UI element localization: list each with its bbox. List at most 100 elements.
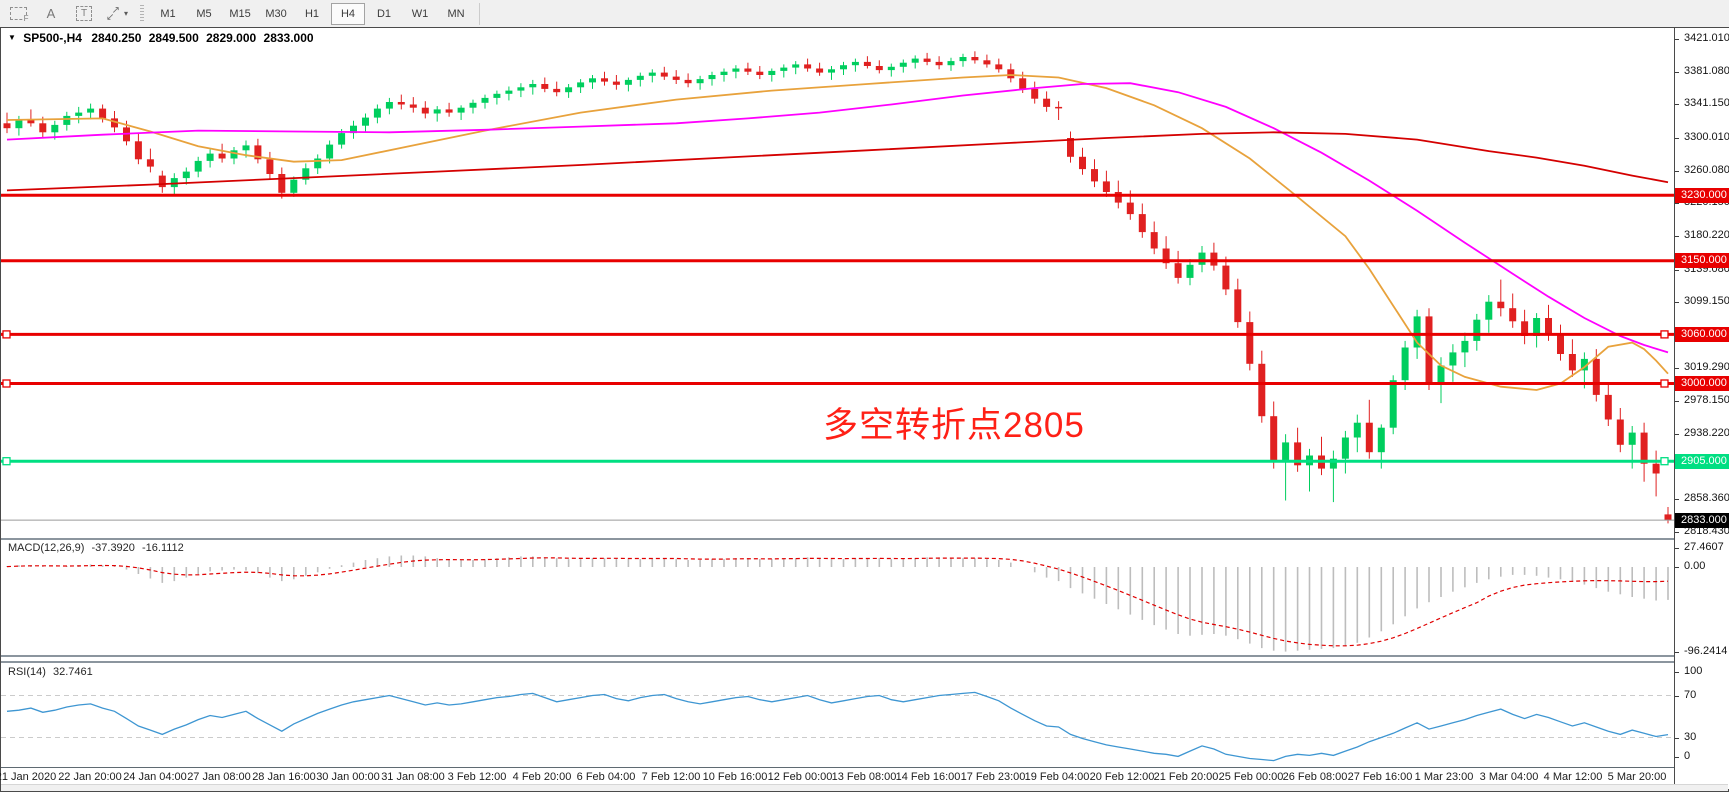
time-axis-label: 19 Feb 04:00 — [1024, 771, 1090, 783]
price-level-label: 3150.000 — [1675, 253, 1729, 269]
window-bottom-strip — [1, 784, 1728, 791]
timeframe-m1-button[interactable]: M1 — [160, 7, 176, 20]
rsi-axis-label: 30 — [1684, 730, 1697, 743]
time-axis-label: 10 Feb 16:00 — [702, 771, 768, 783]
macd-axis-label: 0.00 — [1684, 560, 1706, 572]
time-axis-label: 27 Jan 08:00 — [187, 771, 251, 783]
time-axis-label: 26 Feb 08:00 — [1282, 771, 1348, 783]
price-axis-tickmark — [1675, 302, 1679, 304]
chart-window: ▼ SP500-,H4 2840.250 2849.500 2829.000 2… — [0, 27, 1729, 792]
cursor-tool-button[interactable]: F — [6, 2, 30, 25]
price-axis-tickmark — [1675, 104, 1679, 106]
symbol-name: SP500-,H4 — [23, 31, 82, 45]
time-axis-label: 21 Jan 2020 — [0, 771, 57, 783]
ohlc-close: 2833.000 — [263, 31, 314, 45]
time-axis-label: 5 Mar 20:00 — [1607, 771, 1667, 783]
price-axis-tickmark — [1675, 434, 1679, 435]
time-axis-label: 22 Jan 20:00 — [58, 771, 122, 783]
toolbar-separator — [479, 2, 481, 25]
timeframe-w1-button[interactable]: W1 — [411, 7, 429, 20]
time-axis-label: 13 Feb 08:00 — [831, 771, 897, 783]
ohlc-low: 2829.000 — [206, 31, 257, 45]
macd-axis-tickmark — [1675, 651, 1679, 653]
rsi-axis-tickmark — [1675, 672, 1679, 673]
price-axis-label: 2818.430 — [1684, 525, 1729, 537]
text-box-tool-button[interactable]: T — [72, 2, 96, 25]
macd-axis-tickmark — [1675, 567, 1679, 568]
macd-label: MACD(12,26,9) -37.3920 -16.1112 — [8, 542, 184, 554]
arrow-objects-icon: ↗ ↙ — [106, 4, 120, 23]
pane-separator[interactable] — [1, 661, 1728, 663]
ohlc-open: 2840.250 — [91, 31, 142, 45]
time-axis-label: 27 Feb 16:00 — [1347, 771, 1413, 783]
price-axis-tickmark — [1675, 532, 1679, 533]
pane-separator[interactable] — [1, 538, 1728, 540]
price-axis-tickmark — [1675, 203, 1679, 205]
timeframe-d1-button[interactable]: D1 — [376, 7, 392, 20]
text-label-icon: A — [46, 6, 56, 21]
time-axis-label: 25 Feb 00:00 — [1218, 771, 1284, 783]
cursor-f-icon: F — [9, 7, 29, 23]
price-level-label: 3230.000 — [1675, 187, 1729, 203]
timeframe-m15-button[interactable]: M15 — [229, 7, 251, 20]
price-axis-label: 2978.150 — [1684, 394, 1729, 407]
price-axis-label: 3341.150 — [1684, 97, 1729, 110]
price-axis-label: 3300.010 — [1684, 131, 1729, 143]
rsi-label: RSI(14) 32.7461 — [8, 666, 93, 678]
time-axis-label: 6 Feb 04:00 — [576, 771, 636, 783]
time-axis-label: 7 Feb 12:00 — [641, 771, 701, 783]
symbol-dropdown-icon[interactable]: ▼ — [8, 33, 16, 42]
time-axis-label: 24 Jan 04:00 — [123, 771, 187, 783]
timeframe-m30-button[interactable]: M30 — [265, 7, 287, 20]
macd-main-value: -37.3920 — [91, 542, 135, 554]
price-axis-tickmark — [1675, 170, 1679, 172]
time-axis-label: 3 Feb 12:00 — [447, 771, 507, 783]
timeframe-group: M1 M5 M15 M30 H1 H4 D1 W1 MN — [150, 2, 474, 25]
price-axis-tickmark — [1675, 499, 1679, 501]
time-axis-label: 3 Mar 04:00 — [1479, 771, 1539, 783]
macd-axis-label: 27.4607 — [1684, 541, 1724, 553]
rsi-axis-label: 100 — [1684, 665, 1703, 677]
rsi-axis-label: 0 — [1684, 750, 1691, 762]
time-axis-label: 12 Feb 00:00 — [767, 771, 833, 783]
rsi-axis-tickmark — [1675, 737, 1679, 739]
price-axis-label: 2858.360 — [1684, 492, 1729, 505]
macd-axis-label: -96.2414 — [1684, 644, 1728, 657]
time-axis-label: 1 Mar 23:00 — [1414, 771, 1474, 783]
chevron-down-icon: ▾ — [124, 9, 129, 18]
price-axis-tickmark — [1675, 236, 1679, 237]
time-axis-label: 14 Feb 16:00 — [895, 771, 961, 783]
price-axis-tickmark — [1675, 39, 1679, 40]
time-axis-label: 31 Jan 08:00 — [381, 771, 445, 783]
text-label-tool-button[interactable]: A — [39, 2, 63, 25]
time-axis-label: 30 Jan 00:00 — [316, 771, 380, 783]
text-box-icon: T — [76, 6, 92, 21]
time-axis-label: 4 Feb 20:00 — [512, 771, 572, 783]
symbol-header[interactable]: ▼ SP500-,H4 2840.250 2849.500 2829.000 2… — [8, 31, 314, 45]
timeframe-m5-button[interactable]: M5 — [196, 7, 212, 20]
time-axis-label: 20 Feb 12:00 — [1089, 771, 1155, 783]
shapes-tool-button[interactable]: ↗ ↙ ▾ — [105, 2, 129, 25]
price-axis-label: 3180.220 — [1684, 229, 1729, 241]
price-axis-label: 3260.080 — [1684, 163, 1729, 176]
time-axis-label: 4 Mar 12:00 — [1543, 771, 1603, 783]
pane-separator[interactable] — [1, 655, 1728, 657]
time-axis-label: 21 Feb 20:00 — [1153, 771, 1219, 783]
time-axis-border — [1, 767, 1728, 768]
chart-annotation-text[interactable]: 多空转折点2805 — [823, 406, 1085, 445]
price-level-label: 2905.000 — [1675, 453, 1729, 469]
rsi-axis-tickmark — [1675, 695, 1679, 697]
timeframe-h1-button[interactable]: H1 — [304, 7, 320, 20]
price-axis-label: 2938.220 — [1684, 427, 1729, 439]
current-price-label: 2833.000 — [1675, 512, 1729, 528]
price-level-label: 3000.000 — [1675, 376, 1729, 391]
price-axis-tickmark — [1675, 269, 1679, 271]
price-axis-tickmark — [1675, 71, 1679, 73]
toolbar-drag-handle[interactable] — [140, 4, 145, 23]
timeframe-mn-button[interactable]: MN — [447, 7, 465, 20]
price-axis[interactable]: 3421.010 3381.080 3341.150 3300.010 3260.080… — [1674, 28, 1729, 789]
ohlc-high: 2849.500 — [148, 31, 199, 45]
price-axis-tickmark — [1675, 401, 1679, 403]
timeframe-h4-button[interactable]: H4 — [331, 2, 366, 25]
main-chart-svg[interactable] — [1, 28, 1674, 789]
